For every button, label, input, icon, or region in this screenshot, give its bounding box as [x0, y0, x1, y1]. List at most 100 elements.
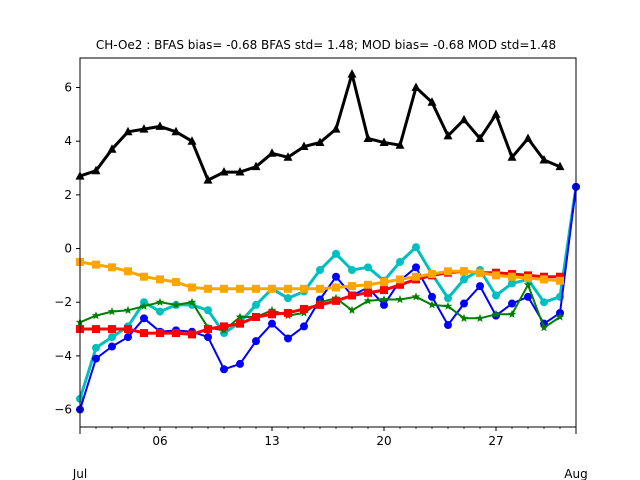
series-3-point: [107, 307, 117, 316]
series-1: [76, 182, 580, 403]
series-2-point: [92, 354, 100, 363]
series-3-point: [491, 309, 501, 318]
series-3-point: [347, 305, 357, 314]
series-3-point: [507, 309, 517, 318]
series-1-point: [412, 243, 420, 252]
series-5-point: [476, 268, 484, 277]
series-0-point: [107, 144, 117, 153]
series-4-point: [332, 296, 340, 305]
series-3-point: [379, 295, 389, 304]
y-tick-label: 4: [64, 134, 72, 148]
series-5-point: [204, 284, 212, 293]
series-2-line: [79, 186, 577, 410]
series-0-point: [443, 130, 453, 140]
series-0-point: [411, 82, 421, 92]
series-1-line: [78, 186, 578, 400]
series-4-point: [92, 325, 100, 334]
x-month-label: Aug: [564, 467, 587, 480]
series-0-point: [379, 137, 389, 147]
series-2-point: [268, 319, 276, 328]
series-5-point: [268, 284, 276, 293]
series-0-point: [315, 137, 325, 147]
series-4-point: [284, 308, 292, 317]
x-tick-label: 20: [376, 434, 391, 448]
series-4-point: [220, 322, 228, 331]
series-2-point: [476, 282, 484, 291]
series-1-point: [252, 300, 260, 309]
series-4-point: [396, 280, 404, 289]
series-3-point: [443, 301, 453, 310]
y-tick-label: −6: [54, 403, 72, 417]
series-5-point: [524, 274, 532, 283]
series-5-point: [332, 283, 340, 292]
y-tick-label: 6: [64, 81, 72, 95]
series-0-point: [219, 167, 229, 176]
y-tick-label: 2: [64, 188, 72, 202]
series-4-point: [380, 286, 388, 295]
series-layer: [75, 69, 580, 414]
plot-area-frame: [79, 57, 577, 428]
series-0-point: [235, 167, 245, 176]
series-5-point: [316, 284, 324, 293]
series-3-point: [267, 305, 277, 314]
series-1-point: [156, 307, 164, 316]
series-0-point: [347, 69, 357, 78]
y-tick-label: 0: [64, 242, 72, 256]
series-5-point: [140, 272, 148, 281]
series-2-point: [124, 333, 132, 342]
series-5-point: [348, 282, 356, 291]
series-5-point: [172, 278, 180, 287]
series-4-point: [364, 288, 372, 297]
series-2-point: [460, 299, 468, 308]
series-0: [75, 69, 565, 184]
series-3-point: [235, 312, 245, 321]
series-1-point: [540, 298, 548, 307]
series-2-point: [444, 321, 452, 330]
series-0-point: [523, 133, 533, 143]
series-0-point: [139, 124, 149, 133]
series-2-point: [300, 322, 308, 331]
series-3-point: [395, 295, 405, 304]
series-5-point: [108, 263, 116, 272]
y-tick-label: −4: [54, 349, 72, 363]
x-tick-label: 27: [488, 434, 503, 448]
series-5-point: [540, 275, 548, 284]
series-5-point: [364, 280, 372, 289]
series-3-point: [555, 312, 565, 321]
series-0-line: [79, 72, 561, 182]
series-1-point: [396, 257, 404, 266]
series-0-point: [475, 133, 485, 143]
series-4-point: [252, 312, 260, 321]
series-3-point: [91, 311, 101, 320]
series-0-point: [459, 114, 469, 124]
series-2-point: [236, 359, 244, 368]
series-0-point: [267, 148, 277, 157]
series-1-point: [204, 306, 212, 315]
series-4-point: [316, 300, 324, 309]
series-0-point: [539, 154, 549, 164]
series-5-point: [396, 275, 404, 284]
series-0-point: [203, 175, 213, 184]
series-4-point: [348, 291, 356, 300]
series-1-point: [508, 279, 516, 288]
series-4-point: [204, 325, 212, 334]
series-5-point: [508, 272, 516, 281]
series-1-point: [460, 275, 468, 284]
series-0-point: [187, 136, 197, 145]
series-0-point: [299, 141, 309, 151]
series-4-point: [556, 272, 564, 281]
series-0-point: [507, 152, 517, 161]
series-5-point: [236, 284, 244, 293]
series-5-point: [428, 270, 436, 279]
series-4-point: [108, 325, 116, 334]
series-4-point: [236, 319, 244, 328]
series-0-point: [395, 140, 405, 149]
series-3-point: [475, 313, 485, 322]
series-3-point: [187, 297, 197, 306]
series-5-point: [156, 275, 164, 284]
x-tick-label: 13: [264, 434, 279, 448]
series-2-point: [412, 263, 420, 272]
series-2-point: [524, 292, 532, 301]
series-1-point: [92, 343, 100, 352]
